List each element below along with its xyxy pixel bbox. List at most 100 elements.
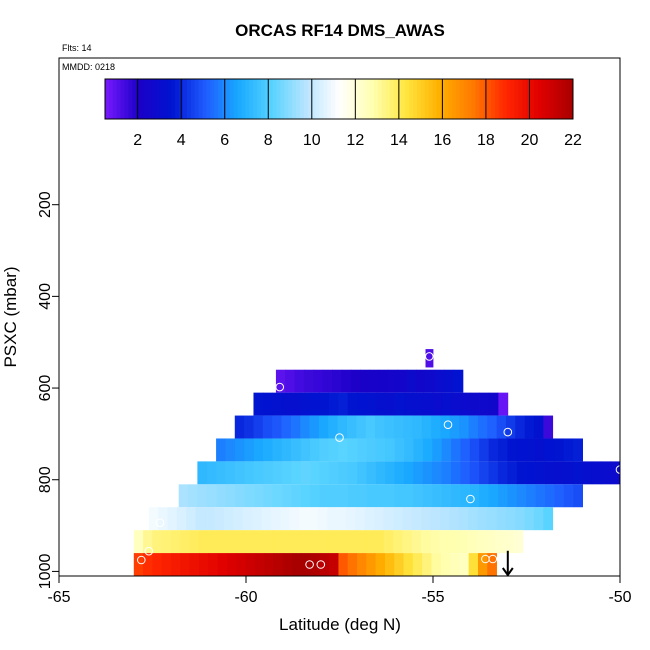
direction-arrow <box>501 550 514 577</box>
heatmap-cell <box>375 392 386 416</box>
colorbar-tick-label: 22 <box>564 132 582 149</box>
heatmap-cell <box>573 461 583 485</box>
heatmap-cell <box>411 507 422 531</box>
heatmap-cell <box>451 438 461 462</box>
heatmap-cell <box>404 484 414 508</box>
heatmap-cell <box>198 530 209 554</box>
heatmap-cell <box>356 530 366 554</box>
colorbar-segment <box>534 79 539 119</box>
heatmap-cell <box>366 461 377 485</box>
colorbar-segment <box>257 79 262 119</box>
heatmap-cell <box>226 530 237 554</box>
heatmap-cell <box>384 553 395 576</box>
heatmap-cell <box>290 415 301 439</box>
colorbar-segment <box>565 79 570 119</box>
heatmap-cell <box>394 392 405 416</box>
colorbar-segment <box>120 79 125 119</box>
heatmap-cell <box>291 392 301 416</box>
heatmap-cell <box>434 369 445 393</box>
colorbar-segment <box>284 79 289 119</box>
heatmap-cell <box>545 484 555 508</box>
heatmap-cell <box>216 438 226 462</box>
heatmap-cell <box>310 461 320 485</box>
sample-marker <box>488 554 498 564</box>
heatmap-cell <box>422 438 433 462</box>
colorbar-segment <box>397 79 402 119</box>
heatmap-cell <box>413 461 424 485</box>
colorbar-segment <box>522 79 527 119</box>
heatmap-cell <box>420 530 431 554</box>
heatmap-cell <box>516 461 527 485</box>
heatmap-cell <box>264 553 274 576</box>
heatmap-cell <box>477 507 488 531</box>
heatmap-cell <box>206 461 217 485</box>
heatmap-cell <box>366 392 377 416</box>
heatmap-cell <box>533 415 544 439</box>
heatmap-cell <box>338 484 349 508</box>
heatmap-cell <box>507 461 518 485</box>
colorbar-segment <box>202 79 207 119</box>
heatmap-cell <box>225 461 236 485</box>
heatmap-cell <box>254 530 264 554</box>
colorbar-segment <box>342 79 348 119</box>
heatmap-cell <box>216 484 227 508</box>
heatmap-cell <box>360 369 370 393</box>
colorbar-segment <box>557 79 562 119</box>
heatmap-cell <box>393 530 403 554</box>
colorbar-segment <box>553 79 558 119</box>
heatmap-cell <box>421 507 431 531</box>
heatmap-cell <box>133 553 144 576</box>
heatmap-cell <box>375 484 386 508</box>
heatmap-cell <box>357 461 367 485</box>
heatmap-cell <box>308 507 319 531</box>
heatmap-cell <box>263 438 273 462</box>
heatmap-cell <box>357 484 367 508</box>
colorbar-segment <box>444 79 449 119</box>
heatmap-cell <box>198 553 209 576</box>
plot-frame <box>58 57 621 577</box>
heatmap-cell <box>516 438 527 462</box>
colorbar-segment <box>456 79 461 119</box>
colorbar-segment <box>319 79 324 119</box>
heatmap-cell <box>176 507 187 531</box>
heatmap-cell <box>280 507 291 531</box>
heatmap-cell <box>217 553 228 576</box>
heatmap-cell <box>458 507 469 531</box>
heatmap-cell <box>403 415 413 439</box>
heatmap-cell <box>544 461 555 485</box>
heatmap-cell <box>272 392 283 416</box>
heatmap-cell <box>385 438 396 462</box>
heatmap-cell <box>263 461 273 485</box>
colorbar-segment <box>155 79 160 119</box>
heatmap-cell <box>374 530 385 554</box>
heatmap-cell <box>498 392 509 416</box>
heatmap-cell <box>263 530 274 554</box>
heatmap-cell <box>573 484 583 508</box>
heatmap-cell <box>253 484 264 508</box>
heatmap-cell <box>460 438 471 462</box>
colorbar-segment <box>249 79 254 119</box>
heatmap-cell <box>582 461 593 485</box>
colorbar-segment <box>233 79 238 119</box>
colorbar-segment <box>432 79 437 119</box>
colorbar-segment <box>381 79 387 119</box>
heatmap-cell <box>171 553 181 576</box>
heatmap-cell <box>319 484 330 508</box>
heatmap-cell <box>178 484 189 508</box>
heatmap-cell <box>225 484 236 508</box>
heatmap-cell <box>554 438 565 462</box>
heatmap-cell <box>310 438 320 462</box>
colorbar-segment <box>346 79 352 119</box>
heatmap-cell <box>338 553 349 576</box>
heatmap-cell <box>404 438 414 462</box>
colorbar-segment <box>163 79 168 119</box>
heatmap-cell <box>366 438 377 462</box>
heatmap-cell <box>393 415 404 439</box>
heatmap-cell <box>261 507 272 531</box>
heatmap-cell <box>412 553 423 576</box>
colorbar-segment <box>350 79 355 119</box>
sample-marker <box>137 555 146 565</box>
heatmap-cell <box>450 553 460 576</box>
x-axis-label: Latitude (deg N) <box>279 615 401 634</box>
heatmap-cell <box>252 507 262 531</box>
